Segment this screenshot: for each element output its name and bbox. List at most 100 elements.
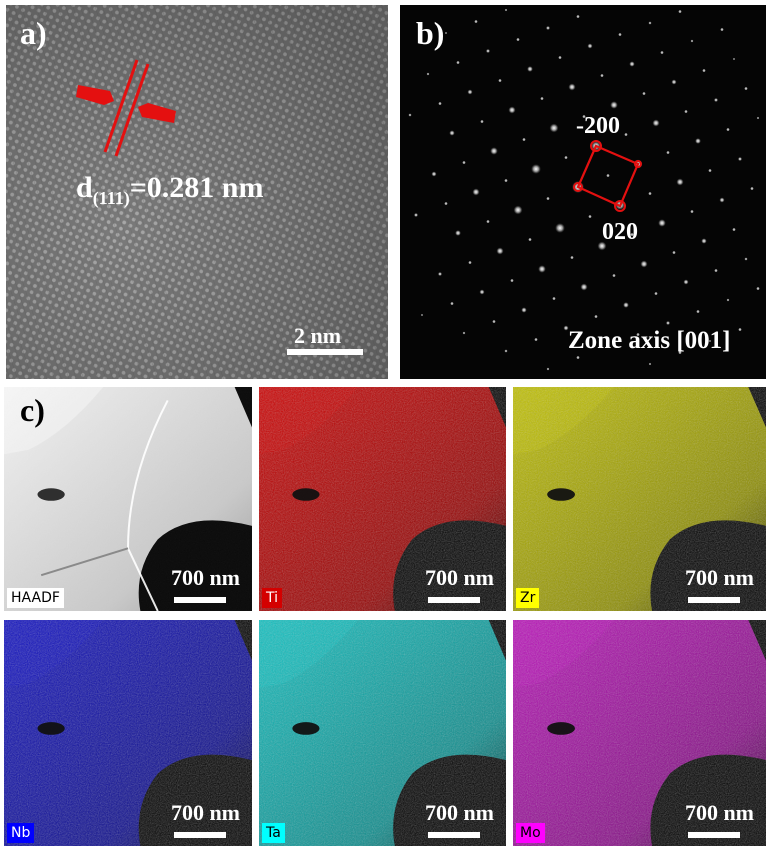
arrow-left-icon [76, 85, 114, 105]
d-spacing-text: d(111)=0.281 nm [76, 171, 263, 209]
diffraction-spot [588, 215, 592, 218]
diffraction-spot [720, 28, 724, 31]
diffraction-spot [508, 106, 516, 114]
diffraction-spot [623, 302, 629, 308]
diffraction-spot [630, 233, 634, 236]
d-symbol: d [76, 171, 93, 204]
diffraction-spot [462, 161, 466, 164]
scale-bar [688, 597, 740, 603]
d-subscript: (111) [92, 188, 130, 208]
diffraction-spot [582, 115, 586, 118]
diffraction-spot [558, 56, 562, 59]
diffraction-spot [485, 48, 491, 54]
diffraction-spot [444, 31, 448, 35]
diffraction-spot [426, 72, 430, 76]
diffraction-spot [737, 156, 743, 162]
ti-map: Ti 700 nm [259, 387, 506, 611]
diffraction-spot [531, 164, 541, 174]
scale-label: 700 nm [684, 800, 754, 825]
hrtem-panel: a) d(111)=0.281 nm 2 nm [6, 5, 388, 379]
diffraction-spot [413, 212, 419, 218]
scale-bar [174, 832, 226, 838]
diffraction-spot [555, 223, 565, 233]
diffraction-spot [695, 138, 701, 144]
diffraction-spot [702, 69, 706, 72]
diffraction-spot [576, 15, 580, 18]
element-tag-mo: Mo [516, 823, 545, 843]
diffraction-spot [683, 279, 689, 285]
zr-map: Zr 700 nm [513, 387, 766, 611]
diffraction-spot [665, 320, 671, 326]
diffraction-spot [563, 325, 569, 331]
diffraction-spot [474, 20, 478, 23]
diffraction-spot [527, 66, 533, 72]
diffraction-spot [618, 33, 622, 36]
diffraction-spot [648, 192, 652, 195]
diffraction-spot [467, 89, 473, 95]
diffraction-spot [726, 298, 730, 302]
diffraction-spot [438, 102, 442, 105]
diffraction-spot [444, 202, 448, 205]
diffraction-spot [654, 292, 658, 295]
spot-label-020: 020 [602, 219, 638, 245]
diffraction-spot [480, 120, 484, 123]
diffraction-spot [540, 97, 544, 100]
diffraction-spot [455, 230, 461, 236]
diffraction-spot [510, 279, 514, 282]
diffraction-spot [437, 271, 443, 277]
diffraction-spot [648, 21, 652, 25]
zone-axis-label: Zone axis [001] [568, 327, 731, 354]
scale-label: 700 nm [684, 565, 754, 590]
diffraction-spot [420, 313, 424, 317]
diffraction-spot [701, 238, 707, 244]
diffraction-spot [629, 61, 635, 67]
diffraction-spot [528, 238, 532, 241]
diffraction-spot [642, 92, 646, 95]
diffraction-spot [570, 256, 574, 259]
panel-a-label: a) [20, 15, 47, 51]
diffraction-spot [449, 130, 455, 136]
panel-c-label: c) [20, 392, 45, 428]
diffraction-spot [744, 257, 748, 261]
diffraction-spot [696, 310, 700, 313]
diffraction-spot [580, 283, 588, 291]
scale-bar-a [287, 349, 363, 355]
diffraction-spot [468, 261, 472, 264]
diffraction-spot [658, 219, 666, 227]
diffraction-spot [546, 197, 550, 200]
diffraction-spot [504, 349, 508, 353]
diffraction-spot [684, 110, 688, 113]
mo-map: Mo 700 nm [513, 620, 766, 846]
diffraction-spot [496, 247, 504, 255]
diffraction-spot [462, 331, 466, 335]
scale-bar [428, 832, 480, 838]
diffraction-spot [456, 61, 460, 64]
diffraction-spot [490, 147, 498, 155]
diffraction-spot [479, 289, 485, 295]
map-image [513, 620, 766, 846]
diffraction-spot [498, 79, 502, 82]
diffraction-spot [678, 351, 682, 354]
diffraction-spot [666, 151, 670, 154]
diffraction-spot [486, 220, 490, 223]
scale-label: 700 nm [424, 800, 494, 825]
map-image [259, 387, 506, 611]
diffraction-spot [534, 338, 538, 341]
diffraction-spot [708, 339, 712, 343]
diffraction-spot [546, 367, 550, 371]
diffraction-spot [756, 287, 760, 290]
diffraction-spot [726, 128, 730, 131]
diffraction-spot [636, 333, 640, 336]
diffraction-spot [676, 178, 684, 186]
element-tag-ta: Ta [262, 823, 285, 843]
diffraction-spot [713, 97, 719, 103]
diffraction-spot [504, 8, 508, 12]
map-image [513, 387, 766, 611]
diffraction-spot [690, 210, 694, 213]
diffraction-spot [719, 197, 725, 203]
arrow-right-icon [138, 103, 176, 123]
diffraction-spot [431, 171, 437, 177]
diffraction-spot [652, 119, 660, 127]
diffraction-spot [750, 187, 754, 190]
ta-map: Ta 700 nm [259, 620, 506, 846]
